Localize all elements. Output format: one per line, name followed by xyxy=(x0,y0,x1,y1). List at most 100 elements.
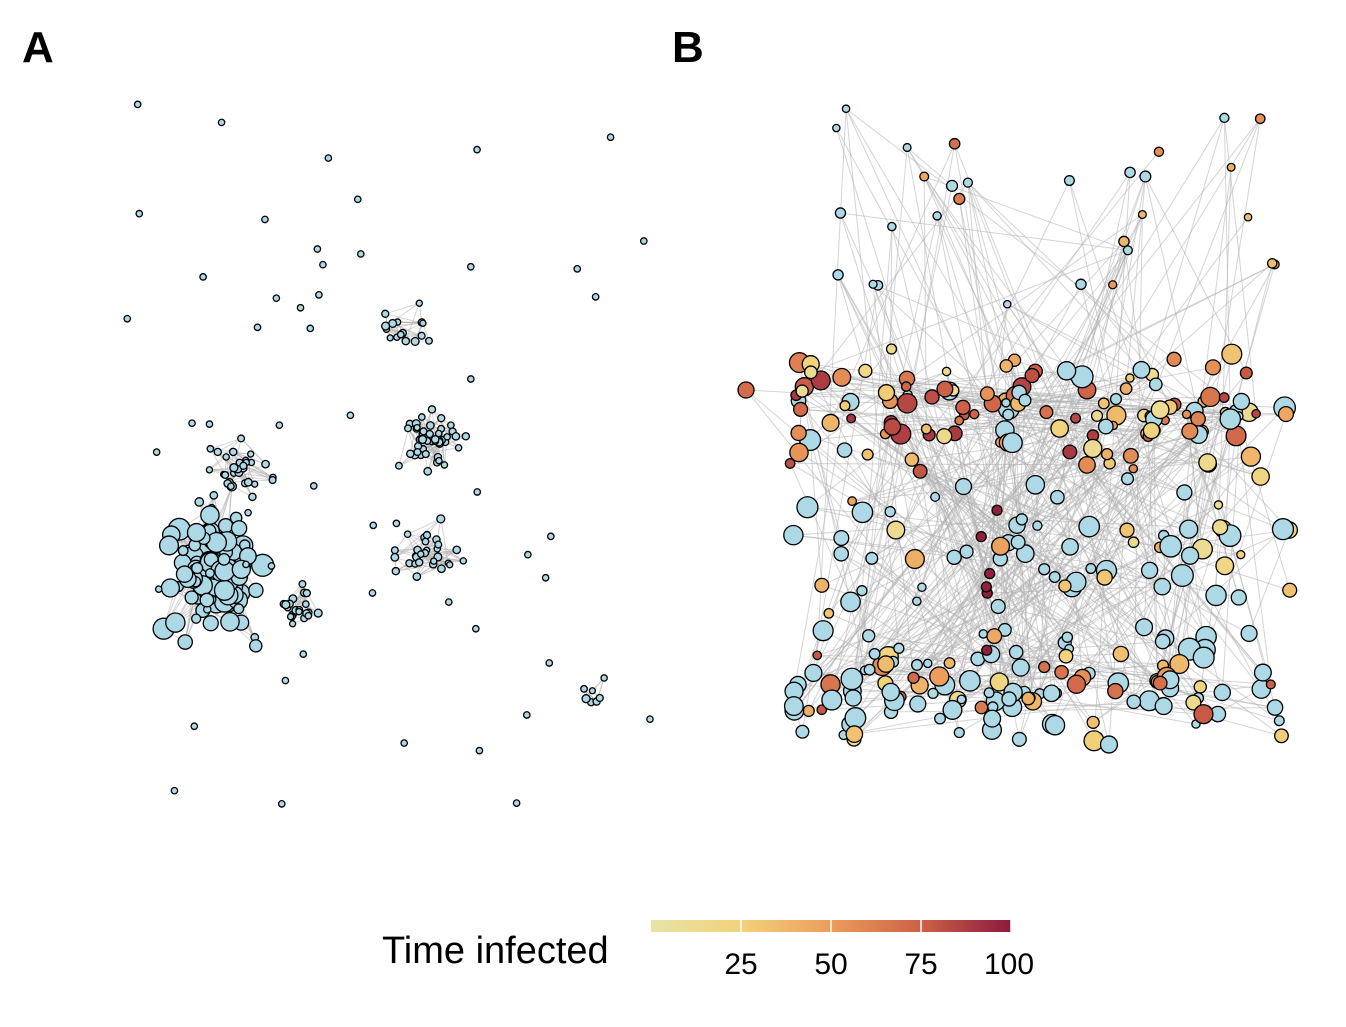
panel-a-node xyxy=(309,482,318,490)
panel-a-node xyxy=(202,615,219,632)
panel-a-edge xyxy=(210,437,242,450)
panel-b-edge xyxy=(1183,492,1206,650)
panel-a-node xyxy=(403,424,412,433)
panel-b-node xyxy=(1061,537,1079,556)
panel-a-node xyxy=(244,508,252,517)
panel-b-node xyxy=(1193,704,1214,725)
panel-b-node xyxy=(1066,674,1087,694)
panel-a-node xyxy=(299,650,308,658)
panel-b-edge xyxy=(887,406,1171,657)
panel-a-node xyxy=(191,561,204,575)
panel-b-node xyxy=(783,524,804,546)
panel-b-node xyxy=(1054,664,1069,680)
panel-b-node xyxy=(1048,570,1061,583)
panel-b-edge xyxy=(954,143,1168,677)
panel-b-node xyxy=(1139,170,1152,183)
panel-a-node xyxy=(390,552,400,562)
panel-b-edge xyxy=(840,212,1128,251)
panel-a-node xyxy=(413,448,422,457)
panel-a-node xyxy=(217,518,234,534)
panel-b-node xyxy=(1109,392,1123,406)
panel-a-node xyxy=(184,590,199,605)
panel-b-edge xyxy=(906,378,960,733)
panel-b-node xyxy=(1100,448,1114,461)
panel-a-edge xyxy=(394,537,425,558)
panel-b-node xyxy=(845,725,864,744)
panel-b-edge xyxy=(923,176,1150,701)
panel-b-edge xyxy=(849,117,1225,725)
panel-a-node xyxy=(413,423,421,432)
panel-a-node xyxy=(400,739,409,747)
panel-a-node xyxy=(422,530,432,540)
panel-b-node xyxy=(1015,513,1028,526)
panel-b-edge xyxy=(793,442,1009,707)
panel-a-node xyxy=(298,579,307,589)
panel-b-node xyxy=(1212,519,1229,536)
panel-b-edge xyxy=(1248,529,1290,634)
panel-b-node xyxy=(1124,166,1136,179)
panel-b-node xyxy=(1205,584,1227,607)
panel-b-node xyxy=(953,192,966,205)
panel-b-edge xyxy=(874,504,1219,655)
panel-b-node xyxy=(861,448,874,461)
panel-b-node xyxy=(1154,633,1171,650)
panel-b-node xyxy=(1204,359,1222,376)
panel-b-node xyxy=(834,207,847,219)
panel-b-edge xyxy=(1166,263,1273,677)
panel-a-edge xyxy=(431,409,459,449)
panel-b-node xyxy=(783,696,804,717)
panel-a-node xyxy=(123,314,132,323)
panel-a-node xyxy=(421,449,430,459)
panel-b-node xyxy=(836,442,853,458)
panel-a-node xyxy=(227,482,235,491)
panel-b-node xyxy=(1236,549,1246,560)
panel-b-edge xyxy=(793,118,1261,712)
panel-a-node xyxy=(188,419,196,428)
panel-a-node xyxy=(206,444,215,453)
panel-a-node xyxy=(268,475,277,485)
panel-b-edge xyxy=(949,415,1239,664)
panel-a-node xyxy=(165,612,186,633)
panel-a-node xyxy=(424,336,433,345)
panel-b-node xyxy=(1096,569,1113,586)
panel-b-edge xyxy=(852,250,1129,699)
panel-a-edge xyxy=(385,302,420,315)
panel-b-node xyxy=(1118,235,1130,248)
panel-b-node xyxy=(858,363,873,378)
panel-b-node xyxy=(1181,409,1192,420)
panel-a-node xyxy=(403,530,412,539)
panel-b-node xyxy=(832,123,841,133)
panel-b-node xyxy=(847,496,858,507)
panel-a-edge xyxy=(425,541,442,569)
panel-a-node xyxy=(217,118,226,127)
panel-b-node xyxy=(1169,653,1190,675)
panel-b-edge xyxy=(923,176,1132,457)
panel-b-edge xyxy=(891,226,1000,683)
panel-b-node xyxy=(1125,373,1135,383)
panel-a-node xyxy=(230,520,248,537)
panel-a-node xyxy=(275,421,284,430)
panel-b-node xyxy=(991,536,1011,556)
panel-b-node xyxy=(989,672,1009,692)
color-legend-bar xyxy=(651,920,1011,932)
panel-b-edge xyxy=(1016,641,1163,653)
panel-a-node xyxy=(205,420,214,428)
panel-b-node xyxy=(912,596,922,607)
panel-b-edge xyxy=(808,370,1067,712)
panel-a-edge xyxy=(240,438,266,465)
panel-b-node xyxy=(802,704,815,718)
panel-b-node xyxy=(1083,438,1103,459)
panel-b-edge xyxy=(853,415,1151,740)
panel-b-node xyxy=(956,694,967,705)
panel-a-node xyxy=(228,447,238,457)
panel-b-node xyxy=(999,359,1014,373)
panel-b-edge xyxy=(837,274,866,371)
panel-b-edge xyxy=(845,108,900,649)
panel-a-node xyxy=(346,411,355,420)
panel-b-node xyxy=(790,424,807,442)
panel-a-edge xyxy=(247,453,252,483)
panel-a-node xyxy=(160,578,180,598)
panel-b-node xyxy=(1132,360,1151,379)
panel-b-node xyxy=(1032,520,1043,531)
panel-b-edge xyxy=(793,546,1071,692)
